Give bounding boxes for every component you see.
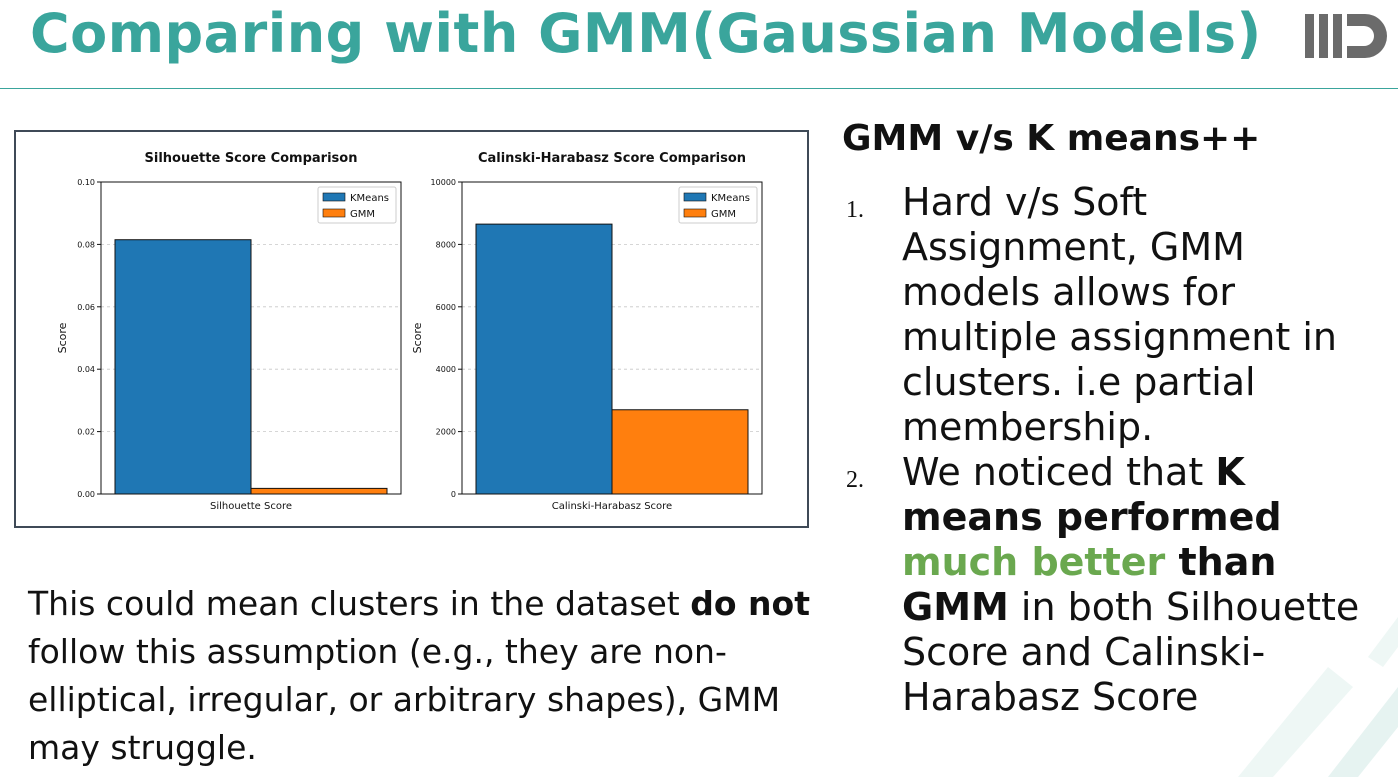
comparison-list: 1. Hard v/s Soft Assignment, GMM models … xyxy=(846,180,1391,720)
legend-label: GMM xyxy=(350,209,375,220)
legend-swatch xyxy=(322,192,346,202)
list-text: Hard v/s Soft Assignment, GMM models all… xyxy=(902,180,1337,449)
plot-area xyxy=(461,181,763,495)
y-tick-label: 0 xyxy=(451,490,456,499)
x-axis-label: Silhouette Score xyxy=(210,501,292,512)
y-tick-label: 0.02 xyxy=(77,428,95,437)
y-tick-label: 0.08 xyxy=(77,240,95,249)
bar-kmeans xyxy=(114,239,252,495)
y-tick-label: 10000 xyxy=(431,178,456,187)
y-tick-label: 0.10 xyxy=(77,178,95,187)
chart-image-frame: Silhouette Score Comparison 0.00 0.02 0.04 0… xyxy=(14,130,809,528)
bar-kmeans xyxy=(475,223,613,495)
bar-gmm xyxy=(611,409,749,495)
y-tick-label: 6000 xyxy=(436,303,456,312)
comparison-charts: Silhouette Score Comparison 0.00 0.02 0.04 0… xyxy=(56,151,763,512)
list-number: 2. xyxy=(846,467,864,493)
comparison-heading: GMM v/s K means++ xyxy=(842,118,1261,159)
y-tick-label: 0.04 xyxy=(77,365,95,374)
legend-label: KMeans xyxy=(350,193,389,204)
slide-title: Comparing with GMM(Gaussian Models) xyxy=(30,2,1262,65)
iiitd-logo xyxy=(1305,14,1387,58)
legend-swatch xyxy=(322,208,346,218)
chart-title: Silhouette Score Comparison xyxy=(145,151,358,166)
x-axis-label: Calinski-Harabasz Score xyxy=(552,501,672,512)
legend-swatch xyxy=(683,208,707,218)
plot-area xyxy=(100,181,402,495)
list-text: We noticed that K means performed much b… xyxy=(902,450,1360,719)
conclusion-text: This could mean clusters in the dataset … xyxy=(28,584,810,767)
legend-swatch xyxy=(683,192,707,202)
y-tick-label: 8000 xyxy=(436,240,456,249)
y-axis-label: Score xyxy=(411,322,424,353)
y-tick-label: 4000 xyxy=(436,365,456,374)
y-tick-label: 2000 xyxy=(436,428,456,437)
list-item: 2. We noticed that K means performed muc… xyxy=(846,450,1391,720)
y-tick-label: 0.06 xyxy=(77,303,95,312)
title-divider xyxy=(0,88,1398,89)
legend-label: GMM xyxy=(711,209,736,220)
chart-title: Calinski-Harabasz Score Comparison xyxy=(478,151,746,166)
bar-gmm xyxy=(250,487,388,495)
y-tick-label: 0.00 xyxy=(77,490,95,499)
list-number: 1. xyxy=(846,197,864,223)
decorative-stripes xyxy=(1238,617,1398,777)
list-item: 1. Hard v/s Soft Assignment, GMM models … xyxy=(846,180,1391,450)
legend-label: KMeans xyxy=(711,193,750,204)
y-axis-label: Score xyxy=(56,322,69,353)
